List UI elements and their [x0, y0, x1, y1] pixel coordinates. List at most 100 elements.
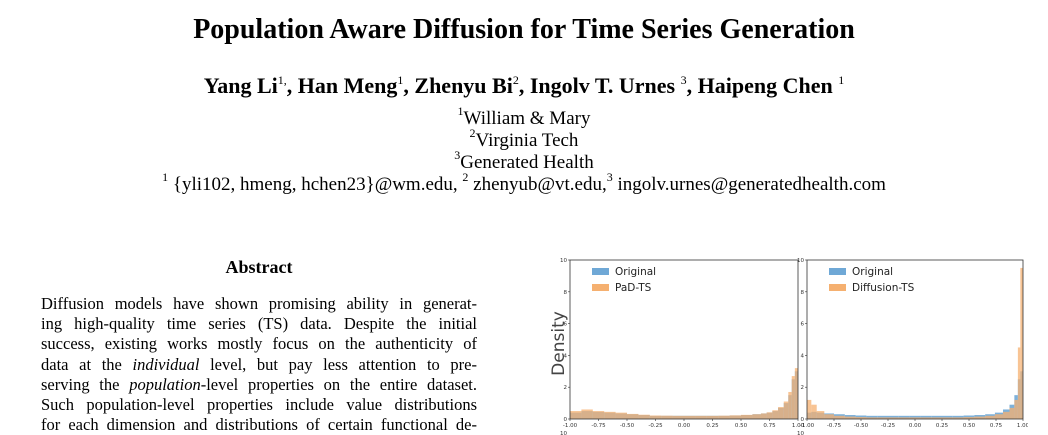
histogram-bar	[615, 412, 627, 419]
affiliation: 1William & Mary	[0, 105, 1048, 130]
histogram-bar	[985, 415, 995, 419]
histogram-bar	[760, 413, 767, 419]
x-tick-label: -0.75	[827, 423, 842, 429]
histogram-bar	[1017, 347, 1021, 419]
email-mark: 1	[162, 170, 169, 184]
x-tick-label: 0.75	[990, 423, 1003, 429]
histogram-bar	[877, 417, 888, 419]
legend-label: Diffusion-TS	[852, 282, 915, 294]
x-tick-label: 0.75	[763, 423, 776, 429]
histogram-bar	[718, 415, 730, 419]
histogram-bar	[816, 411, 825, 419]
abstract-heading: Abstract	[225, 257, 293, 277]
x-tick-label: -0.25	[881, 423, 896, 429]
abstract-text: level, but pay less attention to pre-	[199, 354, 477, 374]
author-affiliation-mark: 1,	[277, 73, 287, 87]
abstract-emphasis: individual	[132, 354, 200, 374]
author-name: Haipeng Chen	[697, 73, 839, 98]
abstract-line: serving the population-level properties …	[41, 375, 477, 395]
axes-frame	[806, 259, 1024, 420]
author: Zhenyu Bi2,	[414, 73, 529, 98]
author-name: Ingolv T. Urnes	[529, 73, 681, 98]
histogram-bar	[920, 417, 932, 419]
abstract-line: data at the individual level, but pay le…	[41, 355, 477, 375]
author-list: Yang Li1,, Han Meng1, Zhenyu Bi2, Ingolv…	[0, 71, 1048, 101]
histogram-bar	[974, 416, 986, 419]
chart-legend: Original PaD-TS	[592, 266, 656, 294]
y-tick-label: 8	[564, 290, 568, 296]
x-tick-label: 0.25	[706, 423, 719, 429]
histogram-bar	[855, 417, 867, 419]
histogram-bar	[592, 411, 605, 419]
y-tick-label: 0	[801, 417, 805, 423]
histogram-bar	[581, 409, 593, 419]
affiliation-mark: 2	[469, 126, 476, 140]
affiliation-mark: 3	[454, 148, 461, 162]
legend-label: PaD-TS	[615, 282, 652, 294]
x-tick-label: -0.25	[648, 423, 663, 429]
chart-panel: 0 2 4 6 8 10 -1.00 -0.75 -0.50 -0.25 0.00 0.25 0.50 0…	[797, 258, 1028, 435]
x-tick-label: -1.00	[563, 423, 578, 429]
x-tick-label: 0.00	[678, 423, 691, 429]
author-name: Zhenyu Bi	[414, 73, 513, 98]
x-tick-label: -0.75	[591, 423, 606, 429]
email-mark: 3	[606, 170, 613, 184]
histogram-bar	[1003, 411, 1010, 419]
histogram-bar	[963, 417, 975, 419]
email-text[interactable]: zhenyub@vt.edu,	[468, 174, 607, 195]
histogram-bar	[661, 415, 673, 419]
legend-swatch	[829, 284, 846, 291]
abstract-text: success, existing works mostly focus on …	[41, 334, 477, 354]
x-tick-label: 1.00	[792, 423, 805, 429]
histogram-bar	[706, 415, 719, 419]
histogram-bar	[952, 417, 964, 419]
histogram-bar	[729, 415, 741, 419]
histogram-bar	[627, 413, 639, 419]
x-tick-label: -0.50	[854, 423, 869, 429]
histogram-bar	[604, 411, 616, 419]
x-tick-label: -1.00	[800, 423, 815, 429]
email-text[interactable]: {yli102, hmeng, hchen23}@wm.edu,	[168, 174, 463, 195]
histogram-bar	[570, 411, 582, 419]
density-histogram-chart: 0 2 4 6 8 10 -1.00 -0.75 -0.50 -0.25 0.00 0.25 0.50 0…	[549, 258, 1028, 435]
x-tick-label: 0.50	[963, 423, 976, 429]
histogram-bar	[834, 415, 845, 419]
affiliation: 3Generated Health	[0, 149, 1048, 174]
abstract-line: ing high-quality time series (TS) data. …	[41, 314, 477, 334]
y-tick-label: 4	[801, 353, 805, 359]
legend-label: Original	[615, 266, 656, 278]
histogram-bar	[931, 417, 942, 419]
histogram-bar	[1014, 399, 1018, 419]
affiliation-name: Virginia Tech	[475, 130, 579, 151]
histogram-bar	[766, 412, 773, 419]
histogram-bar	[844, 416, 856, 419]
email-text[interactable]: ingolv.urnes@generatedhealth.com	[612, 174, 886, 195]
author-affiliation-mark: 3	[680, 73, 687, 87]
abstract-line: Diffusion models have shown promising ab…	[41, 294, 477, 314]
author-separator: ,	[286, 73, 298, 98]
author-name: Yang Li	[203, 73, 278, 98]
histogram-bar	[909, 417, 921, 419]
histogram-bar	[778, 407, 784, 419]
histogram-bar	[695, 415, 707, 419]
y-tick-label: 10	[560, 431, 567, 435]
abstract-text: -level properties on the entire dataset.	[200, 374, 477, 394]
histogram-bar	[942, 417, 953, 419]
x-tick-label: -0.50	[620, 423, 635, 429]
y-tick-label: 2	[564, 385, 568, 391]
abstract-emphasis: population	[129, 374, 201, 394]
histogram-bar	[1020, 267, 1023, 419]
email-line: 1 {yli102, hmeng, hchen23}@wm.edu, 2 zhe…	[0, 171, 1048, 196]
abstract-line: success, existing works mostly focus on …	[41, 334, 477, 354]
histogram-bar	[791, 376, 795, 419]
author-affiliation-mark: 1	[838, 73, 845, 87]
abstract-text: Such population-level properties include…	[41, 395, 477, 414]
affiliation-name: William & Mary	[463, 108, 591, 129]
abstract-text: for each dimension and distributions of …	[41, 415, 477, 435]
histogram-bar	[788, 391, 792, 419]
histogram-bar	[752, 414, 761, 419]
y-tick-label: 4	[564, 353, 568, 359]
abstract-line: Such population-level properties include…	[41, 395, 477, 415]
histogram-bar	[994, 414, 1004, 419]
email-mark: 2	[462, 170, 469, 184]
